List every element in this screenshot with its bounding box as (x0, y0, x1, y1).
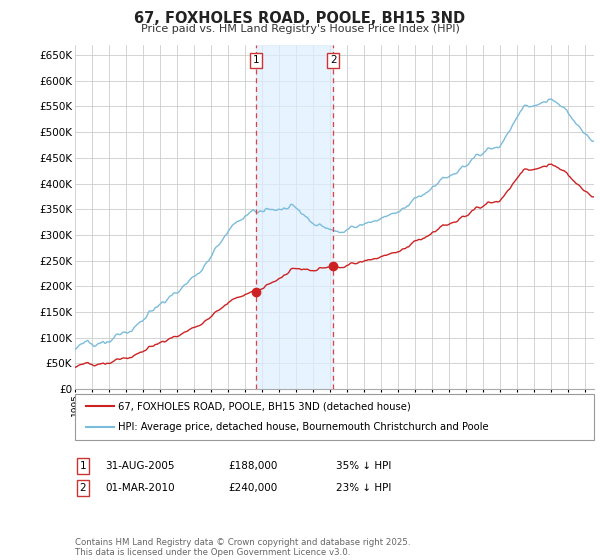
Text: 67, FOXHOLES ROAD, POOLE, BH15 3ND (detached house): 67, FOXHOLES ROAD, POOLE, BH15 3ND (deta… (118, 401, 411, 411)
Text: Contains HM Land Registry data © Crown copyright and database right 2025.
This d: Contains HM Land Registry data © Crown c… (75, 538, 410, 557)
Text: 1: 1 (253, 55, 260, 65)
Text: 2: 2 (330, 55, 337, 65)
Text: 35% ↓ HPI: 35% ↓ HPI (336, 461, 391, 471)
Text: 31-AUG-2005: 31-AUG-2005 (105, 461, 175, 471)
Text: HPI: Average price, detached house, Bournemouth Christchurch and Poole: HPI: Average price, detached house, Bour… (118, 422, 489, 432)
Text: £240,000: £240,000 (228, 483, 277, 493)
Text: 1: 1 (79, 461, 86, 471)
Text: 01-MAR-2010: 01-MAR-2010 (105, 483, 175, 493)
Bar (256, 45, 333, 389)
Text: Price paid vs. HM Land Registry's House Price Index (HPI): Price paid vs. HM Land Registry's House … (140, 24, 460, 34)
Text: 23% ↓ HPI: 23% ↓ HPI (336, 483, 391, 493)
Text: 2: 2 (79, 483, 86, 493)
Text: 67, FOXHOLES ROAD, POOLE, BH15 3ND: 67, FOXHOLES ROAD, POOLE, BH15 3ND (134, 11, 466, 26)
Text: £188,000: £188,000 (228, 461, 277, 471)
